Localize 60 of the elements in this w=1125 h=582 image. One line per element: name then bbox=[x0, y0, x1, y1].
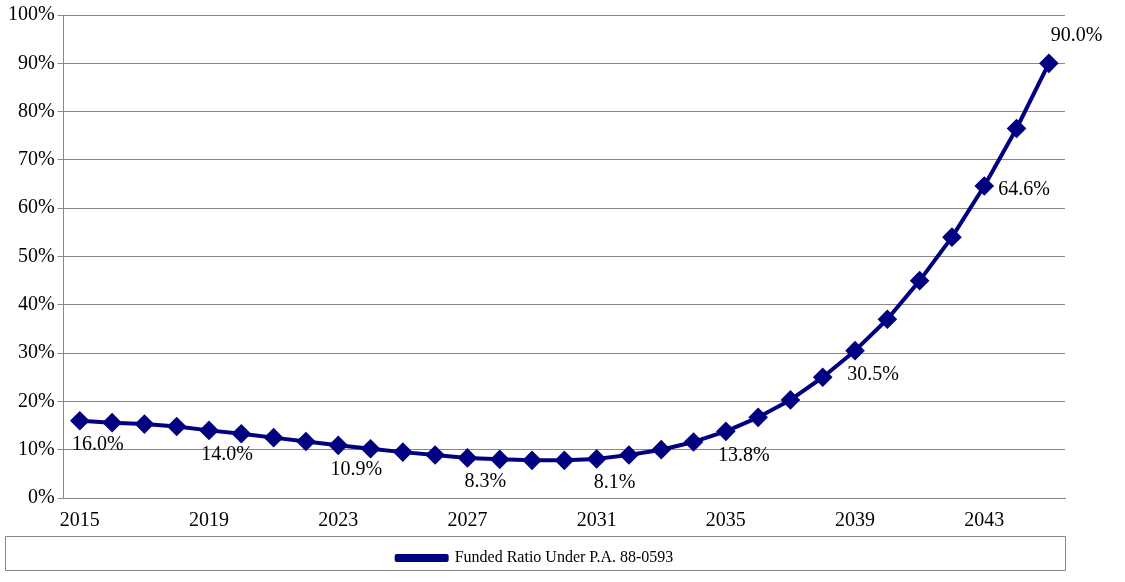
point bbox=[587, 449, 606, 468]
legend-label: Funded Ratio Under P.A. 88-0593 bbox=[454, 548, 674, 566]
data-label: 8.3% bbox=[464, 469, 507, 492]
point bbox=[652, 440, 671, 459]
x-tick-label: 2023 bbox=[318, 508, 359, 531]
point bbox=[555, 451, 574, 470]
y-tick-label: 70% bbox=[17, 147, 55, 170]
point bbox=[296, 432, 315, 451]
x-tick-label: 2019 bbox=[189, 508, 230, 531]
point bbox=[749, 408, 768, 427]
point bbox=[458, 448, 477, 467]
data-label: 13.8% bbox=[718, 442, 770, 465]
point bbox=[393, 443, 412, 462]
data-label: 90.0% bbox=[1050, 22, 1103, 45]
x-tick-label: 2043 bbox=[964, 508, 1005, 531]
y-tick-label: 10% bbox=[17, 436, 55, 459]
point bbox=[619, 446, 638, 465]
x-tick-label: 2015 bbox=[59, 508, 100, 531]
x-tick-label: 2027 bbox=[447, 508, 488, 531]
point bbox=[200, 421, 219, 440]
x-tick-label: 2039 bbox=[835, 508, 876, 531]
point bbox=[361, 439, 380, 458]
data-label: 14.0% bbox=[201, 441, 253, 464]
y-tick-label: 40% bbox=[17, 292, 55, 315]
point bbox=[329, 436, 348, 455]
point bbox=[167, 417, 186, 436]
point bbox=[1007, 119, 1026, 138]
point bbox=[70, 411, 89, 430]
point bbox=[878, 310, 897, 329]
y-tick-label: 50% bbox=[17, 243, 55, 266]
point bbox=[490, 450, 509, 469]
point bbox=[523, 451, 542, 470]
point bbox=[910, 271, 929, 290]
point bbox=[716, 422, 735, 441]
point bbox=[135, 415, 154, 434]
y-tick-label: 90% bbox=[17, 50, 55, 73]
y-tick-label: 30% bbox=[17, 340, 55, 363]
y-tick-label: 100% bbox=[7, 2, 55, 25]
point bbox=[426, 446, 445, 465]
x-tick-label: 2035 bbox=[705, 508, 746, 531]
point bbox=[103, 413, 122, 432]
point bbox=[264, 428, 283, 447]
point bbox=[975, 176, 994, 195]
data-label: 10.9% bbox=[330, 456, 383, 479]
y-tick-label: 0% bbox=[27, 485, 55, 508]
y-tick-label: 60% bbox=[17, 195, 55, 218]
y-tick-label: 80% bbox=[17, 98, 55, 121]
point bbox=[1039, 54, 1058, 73]
data-label: 8.1% bbox=[593, 470, 636, 493]
data-label: 30.5% bbox=[847, 361, 899, 384]
y-tick-label: 20% bbox=[17, 388, 55, 411]
point bbox=[232, 424, 251, 443]
point bbox=[813, 368, 832, 387]
point bbox=[942, 228, 961, 247]
data-label: 16.0% bbox=[71, 431, 124, 454]
x-tick-label: 2031 bbox=[576, 508, 617, 531]
point bbox=[781, 390, 800, 409]
data-label: 64.6% bbox=[998, 177, 1050, 200]
point bbox=[846, 341, 865, 360]
point bbox=[684, 432, 703, 451]
